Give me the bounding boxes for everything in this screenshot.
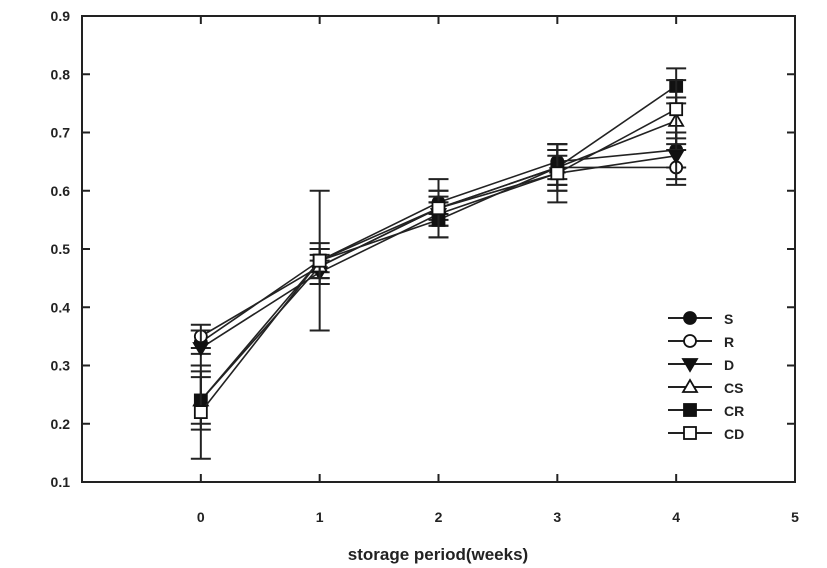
- data-point-cd: [550, 166, 565, 181]
- series-cr: [190, 67, 687, 431]
- y-tick-label: 0.5: [51, 241, 71, 257]
- legend: SRD CS CR CD: [668, 311, 744, 442]
- x-tick-label: 3: [553, 509, 561, 525]
- legend-marker-s: [683, 311, 697, 325]
- data-point-d: [667, 149, 685, 165]
- x-tick-label: 2: [435, 509, 443, 525]
- y-tick-label: 0.1: [51, 474, 71, 490]
- x-axis-title: storage period(weeks): [348, 545, 528, 564]
- y-tick-label: 0.7: [51, 125, 71, 141]
- series-line-cd: [200, 108, 677, 413]
- legend-marker-cs: [681, 378, 699, 393]
- y-tick-label: 0.8: [51, 66, 71, 82]
- legend-marker-cd: [683, 426, 697, 440]
- data-point-cd: [193, 405, 208, 420]
- legend-label-s: S: [724, 311, 733, 327]
- series-cs: [190, 96, 687, 425]
- x-tick-label: 0: [197, 509, 205, 525]
- data-point-cd: [669, 102, 684, 117]
- legend-label-cr: CR: [724, 403, 744, 419]
- y-tick-label: 0.6: [51, 183, 71, 199]
- y-tick-label: 0.9: [51, 8, 71, 24]
- legend-label-d: D: [724, 357, 734, 373]
- data-point-cd: [312, 253, 327, 268]
- data-point-cd: [431, 201, 446, 216]
- y-tick-label: 0.4: [51, 299, 71, 315]
- x-tick-label: 5: [791, 509, 799, 525]
- legend-label-r: R: [724, 334, 734, 350]
- y-axis: 0.1 0.2 0.3 0.4 0.5 0.6 0.7 0.8 0.9: [51, 8, 795, 490]
- y-tick-label: 0.3: [51, 358, 71, 374]
- legend-marker-cr: [683, 403, 697, 417]
- legend-marker-r: [683, 334, 697, 348]
- y-tick-label: 0.2: [51, 416, 71, 432]
- series-layer: [190, 67, 687, 460]
- series-line-cs: [200, 120, 677, 401]
- legend-marker-d: [681, 358, 699, 373]
- x-axis: 0 1 2 3 4 5: [197, 16, 799, 525]
- series-cd: [190, 79, 687, 460]
- series-line-cr: [200, 85, 677, 401]
- data-point-d: [192, 342, 210, 357]
- legend-label-cs: CS: [724, 380, 743, 396]
- x-tick-label: 4: [672, 509, 680, 525]
- x-tick-label: 1: [316, 509, 324, 525]
- legend-label-cd: CD: [724, 426, 744, 442]
